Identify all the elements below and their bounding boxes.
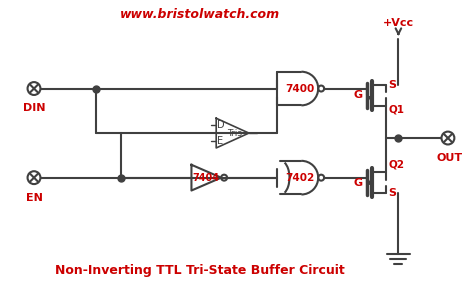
Text: Non-Inverting TTL Tri-State Buffer Circuit: Non-Inverting TTL Tri-State Buffer Circu… xyxy=(55,264,345,277)
Text: 7402: 7402 xyxy=(285,173,314,183)
Text: S: S xyxy=(389,80,397,89)
Text: S: S xyxy=(389,188,397,198)
Text: OUT: OUT xyxy=(437,153,463,163)
Text: EN: EN xyxy=(26,192,43,203)
Text: DIN: DIN xyxy=(23,103,45,113)
Text: G: G xyxy=(354,90,363,101)
Text: E: E xyxy=(217,136,223,146)
Text: Q1: Q1 xyxy=(389,104,404,114)
Text: Tris: Tris xyxy=(228,129,243,138)
Text: Q2: Q2 xyxy=(389,160,404,170)
Text: G: G xyxy=(354,178,363,188)
Text: 7400: 7400 xyxy=(285,84,314,93)
Text: D: D xyxy=(217,120,225,130)
Text: www.bristolwatch.com: www.bristolwatch.com xyxy=(120,8,281,21)
Text: 7404: 7404 xyxy=(193,173,220,183)
Text: +Vcc: +Vcc xyxy=(383,18,414,28)
